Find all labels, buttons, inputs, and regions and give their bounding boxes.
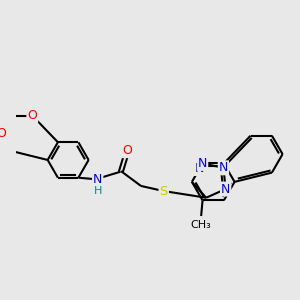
Text: O: O: [0, 127, 7, 140]
Text: O: O: [122, 144, 132, 157]
Text: H: H: [94, 186, 103, 196]
Text: N: N: [93, 172, 102, 186]
Text: N: N: [198, 157, 207, 170]
Text: S: S: [160, 184, 168, 198]
Text: N: N: [219, 161, 228, 174]
Text: N: N: [194, 162, 204, 175]
Text: CH₃: CH₃: [191, 220, 212, 230]
Text: N: N: [221, 182, 230, 196]
Text: O: O: [27, 109, 37, 122]
